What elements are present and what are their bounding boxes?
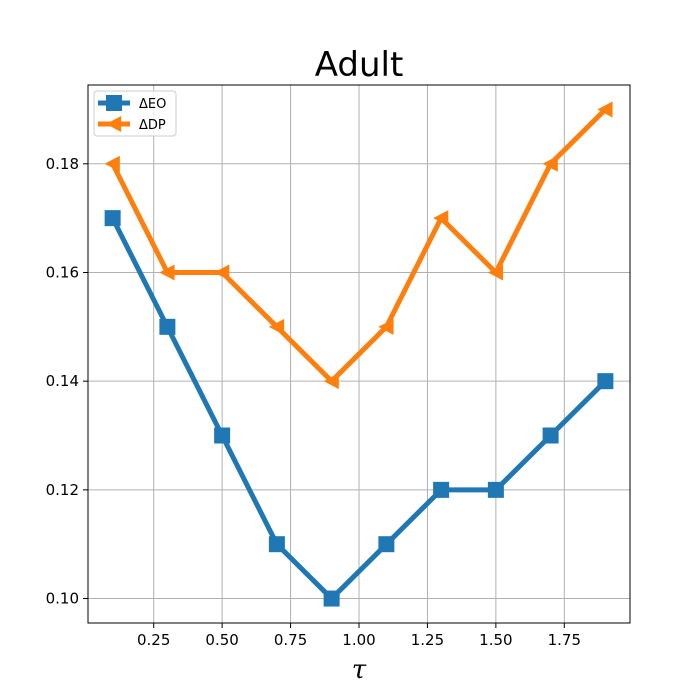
data-point-eo (378, 536, 395, 553)
x-tick-label: 0.75 (274, 631, 307, 649)
data-point-eo (487, 481, 504, 498)
grid (88, 85, 630, 623)
x-tick-label: 1.75 (548, 631, 581, 649)
data-point-dp (214, 264, 230, 281)
data-point-eo (542, 427, 559, 444)
data-point-dp (542, 155, 558, 172)
legend-label-dp: ΔDP (139, 118, 166, 133)
legend-marker-eo (106, 95, 122, 111)
data-point-eo (597, 373, 614, 390)
data-point-eo (323, 590, 340, 607)
data-point-dp (378, 318, 394, 335)
data-point-eo (433, 481, 450, 498)
x-tick-label: 1.00 (342, 631, 375, 649)
data-point-dp (268, 318, 285, 335)
data-point-eo (214, 427, 231, 444)
chart-title: Adult (315, 45, 404, 85)
legend-label-eo: ΔEO (139, 97, 166, 112)
legend: ΔEO ΔDP (93, 90, 177, 137)
data-point-dp (597, 101, 613, 118)
data-point-eo (268, 536, 285, 553)
data-point-dp (323, 373, 339, 390)
y-tick-label: 0.10 (46, 590, 79, 608)
axis-ticks: 0.25 0.50 0.75 1.00 1.25 1.50 1.75 0.10 0.12 0.14… (46, 155, 581, 649)
x-tick-label: 1.50 (479, 631, 512, 649)
x-axis-label: τ (352, 655, 367, 685)
series-eo (104, 210, 614, 607)
series-line-dp (110, 106, 608, 384)
x-tick-label: 0.25 (137, 631, 170, 649)
data-point-dp (104, 155, 120, 172)
y-tick-label: 0.12 (46, 481, 79, 499)
x-tick-label: 1.25 (411, 631, 444, 649)
x-tick-label: 0.50 (205, 631, 238, 649)
series-line-eo (110, 215, 608, 602)
data-point-eo (104, 210, 121, 227)
series-dp (104, 101, 613, 390)
series-layer (104, 101, 614, 607)
data-point-dp (159, 264, 175, 281)
data-point-dp (433, 210, 449, 227)
y-tick-label: 0.14 (46, 372, 79, 390)
y-tick-label: 0.16 (46, 263, 79, 281)
y-tick-label: 0.18 (46, 155, 79, 173)
data-point-eo (159, 318, 176, 335)
data-point-dp (487, 264, 504, 281)
legend-marker-dp (106, 116, 122, 132)
